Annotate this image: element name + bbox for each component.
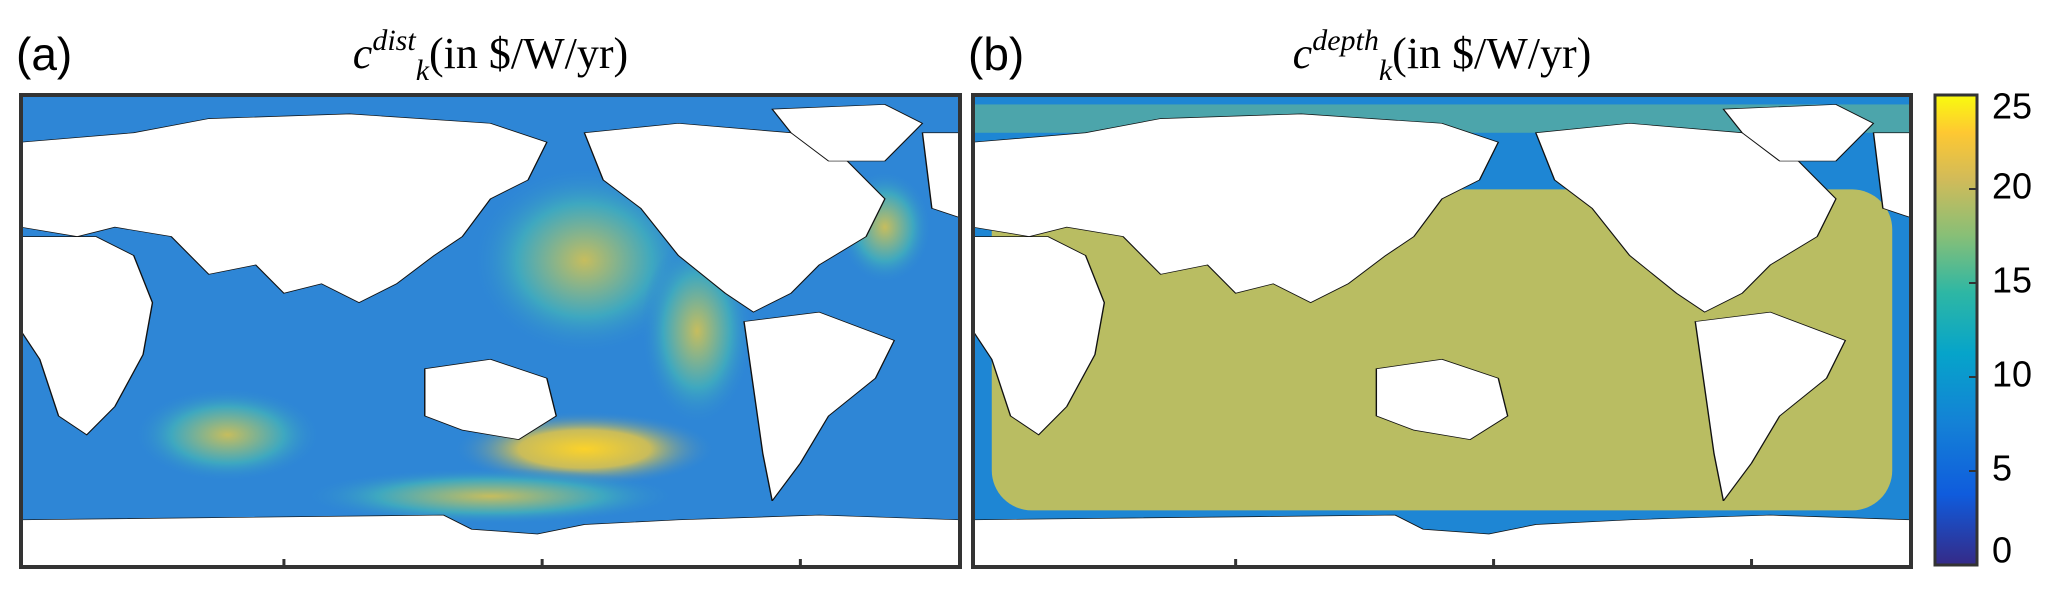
- colorbar-ticks: 0 5 10 15 20 25: [1969, 86, 2032, 571]
- panels: (a) cdistk(in $/W/yr) (b) cdepthk(in $/W/yr…: [16, 24, 1913, 569]
- value-field: [471, 165, 698, 355]
- colorbar-tick-label: 5: [1992, 448, 2012, 489]
- title-superscript: depth: [1312, 24, 1379, 57]
- colorbar: [1933, 93, 1979, 567]
- title-symbol: c: [1293, 29, 1313, 78]
- colorbar-tick-label: 10: [1992, 354, 2032, 395]
- colorbar-tick-label: 25: [1992, 86, 2032, 127]
- map: [19, 93, 962, 569]
- panel-label: (b): [968, 28, 1024, 80]
- title-unit: (in $/W/yr): [1392, 29, 1591, 78]
- title-symbol: c: [353, 29, 373, 78]
- colorbar-tick-label: 0: [1992, 530, 2012, 571]
- value-field: [302, 467, 679, 525]
- panel-title: cdistk(in $/W/yr): [353, 24, 628, 87]
- map-frame: [19, 93, 962, 569]
- panel-title: cdepthk(in $/W/yr): [1293, 24, 1592, 87]
- colorbar-tick-label: 20: [1992, 166, 2032, 207]
- map-content: [21, 95, 960, 567]
- title-superscript: dist: [372, 24, 416, 57]
- map-content: [973, 95, 1911, 567]
- title-unit: (in $/W/yr): [429, 29, 628, 78]
- title-subscript: k: [416, 54, 430, 87]
- value-field: [133, 387, 322, 483]
- title-subscript: k: [1379, 54, 1393, 87]
- map: [971, 93, 1913, 569]
- colorbar-tick-label: 15: [1992, 260, 2032, 301]
- panel-label: (a): [16, 28, 72, 80]
- map-frame: [971, 93, 1913, 569]
